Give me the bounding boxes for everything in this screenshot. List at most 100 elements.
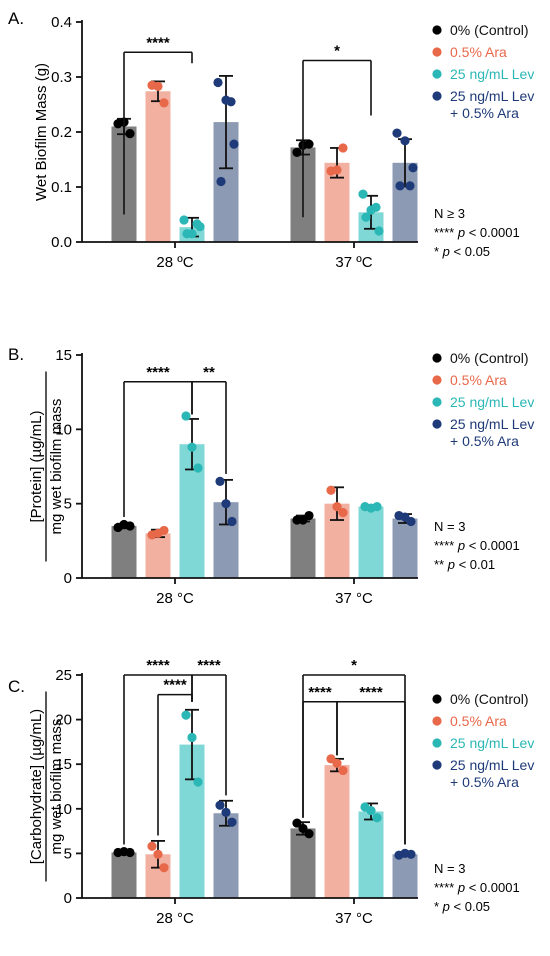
- data-point: [181, 710, 191, 720]
- stat-note-stars: ****: [434, 880, 458, 895]
- data-point: [226, 97, 236, 107]
- stat-note-p: p: [442, 899, 450, 914]
- legend-marker: [432, 419, 442, 429]
- x-tick-label: 37 °C: [335, 590, 373, 607]
- y-tick-label: 0.3: [51, 69, 72, 86]
- stat-note: * p < 0.05: [434, 899, 490, 914]
- y-axis-title: [Protein] (µg/mL): [28, 410, 45, 522]
- legend-label: 25 ng/mL Lev: [450, 88, 534, 104]
- data-point: [332, 165, 342, 175]
- significance-label: ****: [146, 657, 170, 674]
- stat-note-threshold: < 0.01: [455, 557, 495, 572]
- y-tick-label: 20: [55, 712, 72, 729]
- stat-note-threshold: < 0.0001: [465, 538, 520, 553]
- legend-marker: [432, 397, 442, 407]
- data-point: [338, 765, 348, 776]
- stat-note: **** p < 0.0001: [434, 880, 520, 895]
- data-point: [221, 499, 231, 509]
- data-point: [215, 476, 225, 486]
- bar: [290, 518, 316, 578]
- data-point: [213, 77, 223, 88]
- stat-note: **** p < 0.0001: [434, 225, 520, 240]
- bar: [392, 854, 418, 898]
- data-point: [182, 229, 192, 239]
- stat-note-stars: ****: [434, 538, 458, 553]
- bar: [145, 533, 171, 578]
- legend-label: 0.5% Ara: [450, 372, 507, 388]
- data-point: [215, 800, 225, 810]
- data-point: [366, 805, 376, 816]
- data-point: [395, 181, 405, 191]
- y-tick-label: 5: [64, 496, 72, 513]
- significance-label: ****: [146, 34, 170, 51]
- data-point: [179, 215, 189, 225]
- stat-note-stars: *: [434, 899, 443, 914]
- data-point: [358, 189, 368, 199]
- y-tick-label: 0.0: [51, 234, 72, 251]
- data-point: [187, 732, 197, 743]
- y-tick-label: 15: [55, 347, 72, 364]
- data-point: [326, 485, 336, 495]
- data-point: [192, 219, 202, 229]
- bar: [290, 828, 316, 898]
- stat-note: ** p < 0.01: [434, 557, 495, 572]
- bar: [358, 811, 384, 898]
- y-axis-title: [Carbohydrate] (µg/mL): [28, 709, 45, 864]
- y-tick-label: 10: [55, 421, 72, 438]
- stat-note-stars: *: [434, 244, 443, 259]
- data-point: [153, 528, 163, 539]
- significance-label: *: [334, 43, 340, 60]
- stat-note: **** p < 0.0001: [434, 538, 520, 553]
- legend-marker: [432, 738, 442, 748]
- data-point: [119, 847, 129, 857]
- y-tick-label: 25: [55, 667, 72, 684]
- legend-label: 25 ng/mL Lev: [450, 735, 534, 751]
- legend-marker: [432, 375, 442, 385]
- y-tick-label: 0: [64, 570, 72, 587]
- bar: [213, 813, 239, 898]
- data-point: [227, 516, 237, 527]
- significance-label: ****: [197, 657, 221, 674]
- stat-note: * p < 0.05: [434, 244, 490, 259]
- legend-label: 0% (Control): [450, 691, 529, 707]
- x-tick-label: 28 ºC: [156, 254, 193, 271]
- chart-panel-2: B. 0 5 10 15 [Protein] (µg/mL) mg wet biofilm …: [8, 345, 534, 607]
- data-point: [153, 81, 163, 91]
- bar: [358, 506, 384, 578]
- data-point: [193, 463, 203, 473]
- stat-note-threshold: < 0.05: [450, 899, 490, 914]
- legend-marker: [432, 69, 442, 79]
- data-point: [292, 818, 302, 828]
- legend-label: 0% (Control): [450, 22, 529, 38]
- legend-label: 0.5% Ara: [450, 44, 507, 60]
- stat-note-stars: ****: [434, 225, 458, 240]
- data-point: [147, 841, 157, 851]
- panel-label: B.: [8, 345, 24, 364]
- data-point: [366, 503, 376, 513]
- legend-marker: [432, 716, 442, 726]
- significance-label: ****: [359, 684, 383, 701]
- bar: [392, 518, 418, 578]
- data-point: [400, 848, 410, 859]
- legend-label: 25 ng/mL Lev: [450, 416, 534, 432]
- data-point: [298, 515, 308, 525]
- y-tick-label: 0.1: [51, 179, 72, 196]
- x-tick-label: 37 ºC: [335, 254, 372, 271]
- legend-marker: [432, 25, 442, 35]
- data-point: [125, 129, 135, 139]
- data-point: [119, 519, 129, 530]
- data-point: [338, 143, 348, 153]
- legend-marker: [432, 91, 442, 101]
- stat-note-threshold: < 0.0001: [465, 225, 520, 240]
- y-axis-title-denominator: mg wet biofilm mass: [48, 719, 65, 855]
- y-tick-label: 0.4: [51, 14, 72, 31]
- legend-marker: [432, 760, 442, 770]
- significance-label: **: [203, 364, 215, 381]
- data-point: [181, 411, 191, 421]
- legend-label: 25 ng/mL Lev: [450, 394, 534, 410]
- bar: [111, 525, 137, 578]
- stat-note: N = 3: [434, 519, 465, 534]
- data-point: [216, 176, 226, 187]
- bar: [111, 852, 137, 898]
- stat-note-p: p: [457, 225, 465, 240]
